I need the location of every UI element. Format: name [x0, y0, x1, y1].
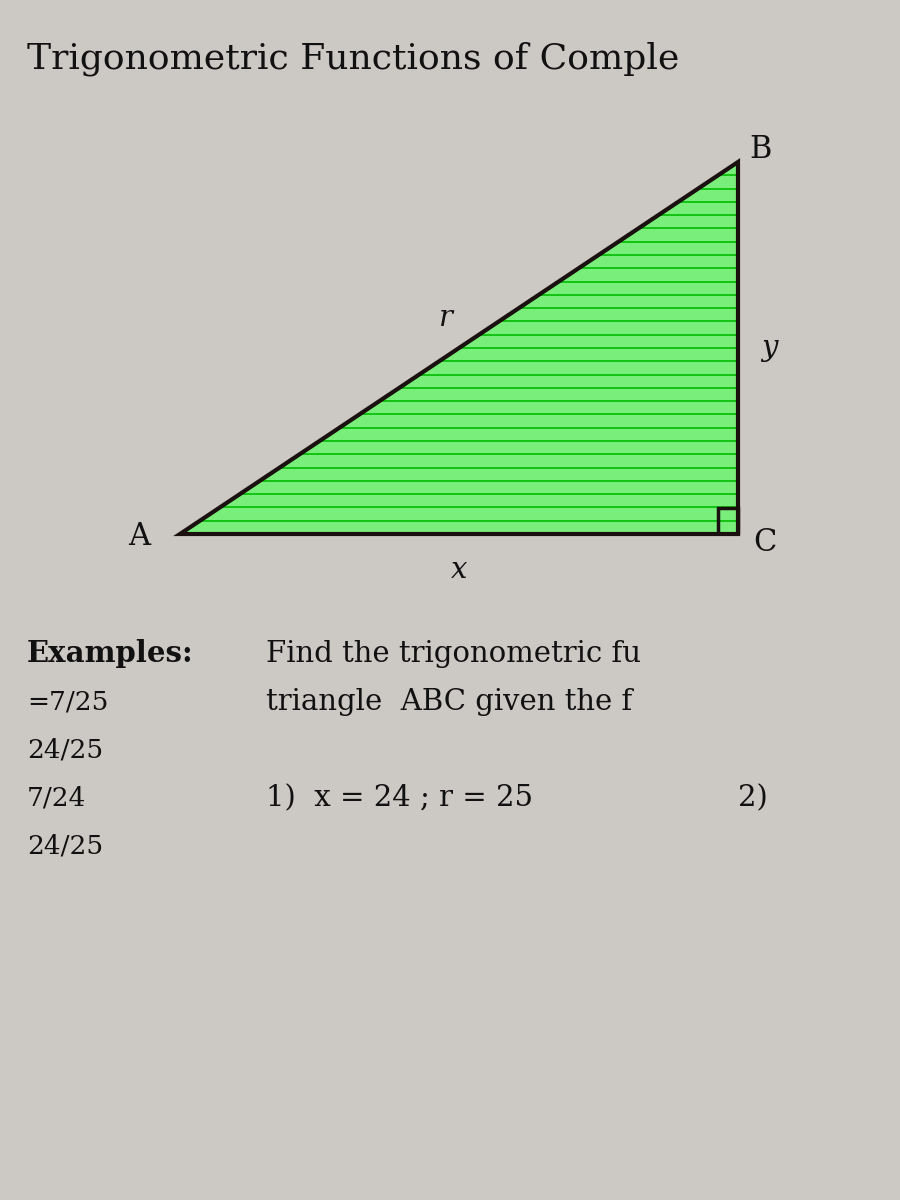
Text: =7/25: =7/25: [27, 690, 108, 714]
Text: 24/25: 24/25: [27, 834, 104, 858]
Text: r: r: [438, 304, 453, 332]
Text: C: C: [753, 527, 777, 558]
Text: Find the trigonometric fu: Find the trigonometric fu: [266, 640, 641, 668]
Polygon shape: [180, 162, 738, 534]
Text: Examples:: Examples:: [27, 640, 194, 668]
Text: y: y: [761, 334, 778, 362]
Text: 7/24: 7/24: [27, 786, 86, 810]
Text: Trigonometric Functions of Comple: Trigonometric Functions of Comple: [27, 42, 680, 77]
Text: triangle  ABC given the f: triangle ABC given the f: [266, 688, 632, 716]
Text: 2): 2): [738, 784, 768, 812]
Text: A: A: [129, 521, 150, 552]
Text: B: B: [750, 134, 771, 166]
Text: 24/25: 24/25: [27, 738, 104, 762]
Text: 1)  x = 24 ; r = 25: 1) x = 24 ; r = 25: [266, 784, 533, 812]
Text: x: x: [451, 556, 467, 584]
